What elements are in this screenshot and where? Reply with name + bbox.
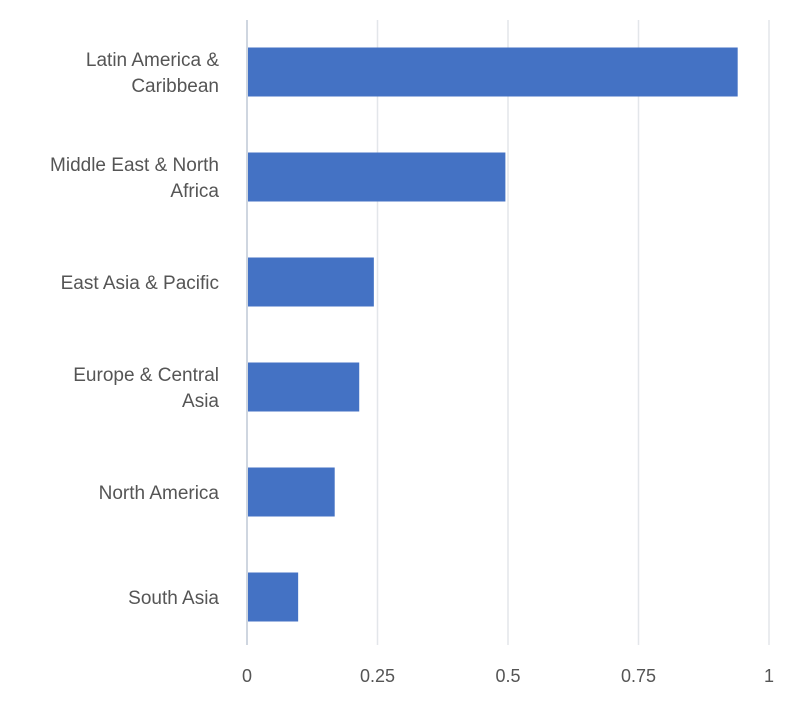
- x-tick-label: 1: [764, 666, 774, 686]
- bars: [247, 47, 738, 622]
- x-tick-label: 0: [242, 666, 252, 686]
- x-tick-label: 0.5: [495, 666, 520, 686]
- x-tick-label: 0.75: [621, 666, 656, 686]
- category-labels: Latin America & Caribbean Middle East & No…: [50, 50, 219, 609]
- category-label: North America: [99, 483, 220, 504]
- bar: [247, 257, 374, 307]
- tick-labels: 0 0.25 0.5 0.75 1: [242, 666, 774, 686]
- category-label: Latin America & Caribbean: [86, 50, 219, 97]
- gridlines: [376, 20, 770, 645]
- bar: [247, 152, 506, 202]
- bar: [247, 47, 738, 97]
- category-label: East Asia & Pacific: [61, 273, 219, 294]
- category-label: Europe & Central Asia: [73, 365, 219, 412]
- category-label: South Asia: [128, 588, 219, 609]
- bar: [247, 362, 360, 412]
- category-label: Middle East & North Africa: [50, 155, 219, 202]
- x-tick-label: 0.25: [360, 666, 395, 686]
- bar: [247, 572, 299, 622]
- bar: [247, 467, 335, 517]
